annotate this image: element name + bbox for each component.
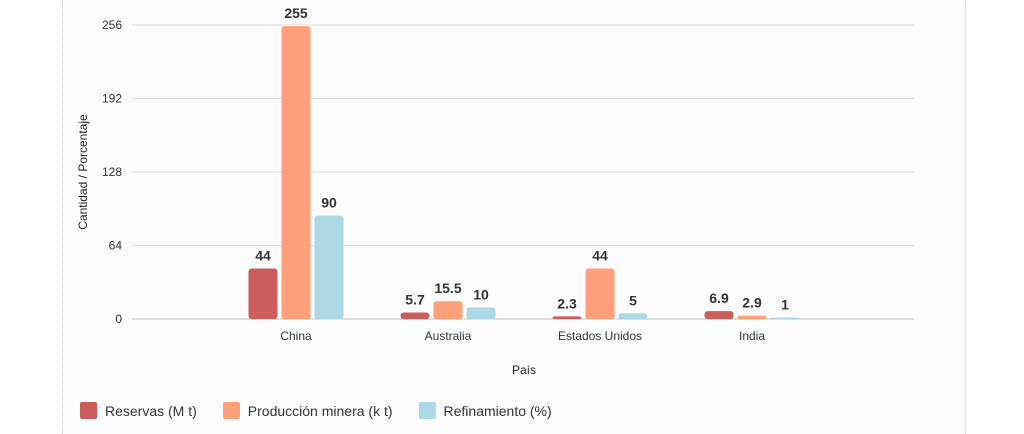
bar-0-0 bbox=[248, 268, 278, 319]
y-axis-ticks: 0 64 128 192 256 bbox=[102, 18, 122, 326]
data-label-2-0: 2.3 bbox=[557, 295, 577, 311]
bar-0-1 bbox=[281, 26, 311, 319]
data-label-1-2: 10 bbox=[473, 287, 489, 303]
data-label-1-1: 15.5 bbox=[434, 280, 461, 296]
data-label-0-0: 44 bbox=[255, 247, 271, 263]
bar-1-1 bbox=[433, 301, 463, 319]
legend-label: Refinamiento (%) bbox=[443, 402, 552, 419]
data-label-2-1: 44 bbox=[592, 247, 608, 263]
bar-0-2 bbox=[314, 215, 344, 319]
x-axis-title: País bbox=[512, 363, 536, 377]
y-tick-label: 192 bbox=[102, 92, 122, 106]
bar-2-1 bbox=[585, 268, 615, 319]
bar-1-0 bbox=[400, 312, 430, 319]
y-tick-label: 128 bbox=[102, 165, 122, 179]
legend-item-1: Producción minera (k t) bbox=[222, 402, 393, 419]
legend-label: Producción minera (k t) bbox=[247, 402, 393, 419]
legend-swatch bbox=[222, 402, 240, 419]
bar-1-2 bbox=[466, 307, 496, 319]
y-tick-label: 64 bbox=[109, 239, 123, 253]
y-tick-label: 256 bbox=[102, 18, 122, 32]
data-labels: 44 255 90 5.7 15.5 10 2.3 44 5 6.9 2.9 1 bbox=[255, 5, 789, 312]
data-label-1-0: 5.7 bbox=[405, 291, 425, 307]
bar-2-2 bbox=[618, 313, 648, 319]
legend-item-0: Reservas (M t) bbox=[80, 402, 197, 419]
x-axis-ticks: China Australia Estados Unidos India bbox=[280, 329, 765, 343]
legend-item-2: Refinamiento (%) bbox=[418, 402, 552, 419]
data-label-3-2: 1 bbox=[781, 297, 789, 313]
chart-frame bbox=[62, 0, 966, 434]
bar-3-2 bbox=[770, 317, 800, 319]
x-tick-label: Australia bbox=[425, 329, 472, 343]
x-tick-label: Estados Unidos bbox=[558, 329, 642, 343]
data-label-2-2: 5 bbox=[629, 292, 637, 308]
legend-swatch bbox=[80, 402, 97, 419]
data-label-0-2: 90 bbox=[321, 195, 337, 211]
legend-swatch bbox=[418, 402, 436, 419]
legend-label: Reservas (M t) bbox=[105, 402, 197, 419]
x-tick-label: China bbox=[280, 329, 312, 343]
data-label-3-0: 6.9 bbox=[709, 290, 729, 306]
data-label-3-1: 2.9 bbox=[742, 295, 762, 311]
bar-3-1 bbox=[737, 315, 767, 319]
bars bbox=[248, 26, 800, 319]
legend: Reservas (M t) Producción minera (k t) Ref… bbox=[80, 402, 552, 419]
y-tick-label: 0 bbox=[115, 312, 122, 326]
x-tick-label: India bbox=[739, 329, 765, 343]
data-label-0-1: 255 bbox=[284, 5, 308, 21]
y-axis-title: Cantidad / Porcentaje bbox=[76, 114, 90, 230]
bar-3-0 bbox=[704, 311, 734, 319]
bar-2-0 bbox=[552, 316, 582, 319]
